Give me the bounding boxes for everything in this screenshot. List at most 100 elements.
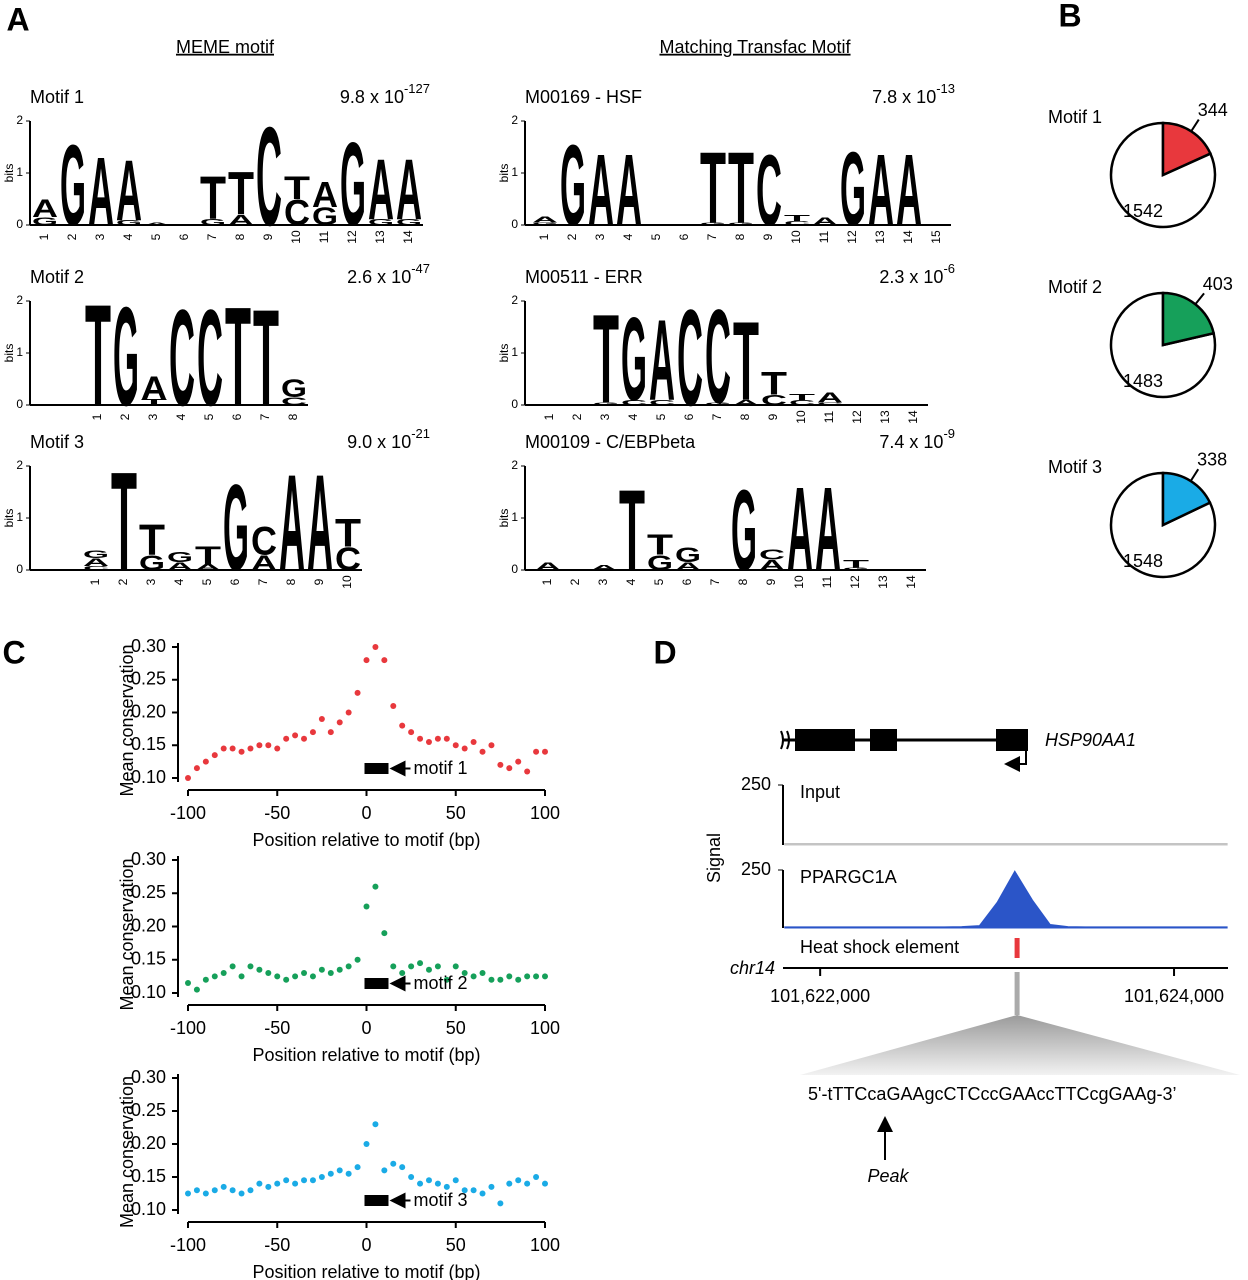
logo-letter: C bbox=[705, 282, 731, 431]
logo-letter: A bbox=[787, 463, 813, 596]
e-value: 7.4 x 10-9 bbox=[879, 426, 955, 451]
y-axis-label: Signal bbox=[704, 833, 724, 883]
point bbox=[229, 1187, 236, 1194]
logo-letter: A bbox=[532, 215, 558, 225]
y-tick-label: 2 bbox=[16, 113, 23, 127]
point bbox=[443, 1183, 450, 1190]
point bbox=[452, 742, 459, 749]
e-value-base: 7.8 x 10 bbox=[872, 87, 936, 107]
y-tick-label: 0 bbox=[511, 217, 518, 231]
point bbox=[488, 742, 495, 749]
logo-letter: G bbox=[621, 293, 647, 426]
y-tick-label: 0.25 bbox=[131, 1100, 166, 1120]
motif-annotation: motif 3 bbox=[414, 1190, 468, 1210]
point bbox=[461, 1187, 468, 1194]
x-tick-label: 6 bbox=[230, 413, 244, 420]
x-tick-label: 4 bbox=[174, 413, 188, 420]
x-tick-label: 101,622,000 bbox=[770, 986, 870, 1006]
logo-letter: T bbox=[228, 159, 254, 228]
leader bbox=[1189, 468, 1200, 482]
y-tick-label: 0.20 bbox=[131, 915, 166, 935]
x-tick-label: 0 bbox=[361, 1018, 371, 1038]
logo-letter: G bbox=[60, 120, 86, 249]
point bbox=[497, 1200, 504, 1207]
e-value: 2.6 x 10-47 bbox=[347, 261, 430, 286]
x-tick-label: -50 bbox=[264, 1235, 290, 1255]
x-tick-label: 5 bbox=[652, 578, 666, 585]
logo-letter: C bbox=[756, 135, 782, 248]
logo-letter: G bbox=[281, 375, 307, 403]
x-tick-label: 8 bbox=[738, 413, 752, 420]
e-value-exponent: -127 bbox=[404, 81, 430, 96]
logo-letter: A bbox=[144, 222, 170, 226]
point bbox=[408, 729, 415, 736]
x-tick-label: 11 bbox=[317, 230, 331, 243]
y-tick-label: 0.15 bbox=[131, 1166, 166, 1186]
x-tick-label: 15 bbox=[929, 230, 943, 244]
point bbox=[434, 735, 441, 742]
x-tick-label: 100 bbox=[530, 803, 560, 823]
logo-letter: C bbox=[621, 399, 647, 407]
point bbox=[193, 986, 200, 993]
x-tick-label: 7 bbox=[256, 578, 270, 585]
x-tick-label: -50 bbox=[264, 803, 290, 823]
logo-letter: T bbox=[139, 516, 165, 564]
point bbox=[506, 973, 513, 980]
logo-letter: A bbox=[195, 562, 221, 572]
y-tick-label: 0.20 bbox=[131, 701, 166, 721]
logo-letter: C bbox=[784, 220, 810, 226]
logo-letter: G bbox=[728, 222, 754, 226]
point bbox=[301, 970, 308, 977]
y-tick-label: 2 bbox=[16, 458, 23, 472]
logo-letter: G bbox=[843, 567, 869, 571]
signal-area bbox=[784, 843, 1228, 846]
logo-letter: A bbox=[307, 447, 333, 600]
logo-letter: T bbox=[784, 213, 810, 223]
point bbox=[283, 735, 290, 742]
y-tick-label: 2 bbox=[511, 293, 518, 307]
e-value: 2.3 x 10-6 bbox=[879, 261, 955, 286]
point bbox=[461, 745, 468, 752]
x-tick-label: 7 bbox=[705, 233, 719, 240]
logo-letter: C bbox=[169, 282, 195, 435]
y-tick-label: 0.15 bbox=[131, 949, 166, 969]
y-axis-label: bits bbox=[497, 164, 511, 183]
y-tick-label: 0.10 bbox=[131, 767, 166, 787]
logo-letter: C bbox=[761, 392, 787, 408]
point bbox=[292, 732, 299, 739]
y-tick-label: 1 bbox=[511, 510, 518, 524]
logo-letter: C bbox=[284, 192, 310, 232]
e-value: 7.8 x 10-13 bbox=[872, 81, 955, 106]
x-tick-label: 7 bbox=[710, 413, 724, 420]
point bbox=[390, 1160, 397, 1167]
rest-label: 1548 bbox=[1123, 551, 1163, 571]
y-tick-label: 2 bbox=[16, 293, 23, 307]
x-tick-label: 50 bbox=[446, 1235, 466, 1255]
x-tick-label: 100 bbox=[530, 1018, 560, 1038]
logo-letter: T bbox=[111, 442, 137, 600]
point bbox=[336, 719, 343, 726]
x-tick-label: 5 bbox=[202, 413, 216, 420]
logo-letter: T bbox=[761, 365, 787, 401]
point bbox=[274, 973, 281, 980]
point bbox=[283, 1177, 290, 1184]
motif-name: Motif 1 bbox=[30, 87, 84, 107]
point bbox=[265, 1183, 272, 1190]
y-tick-label: 0 bbox=[16, 397, 23, 411]
x-tick-label: 6 bbox=[677, 233, 691, 240]
point bbox=[488, 976, 495, 983]
logo-letter: G bbox=[368, 217, 394, 227]
leader bbox=[1190, 119, 1200, 132]
logo-letter: G bbox=[223, 459, 249, 596]
point bbox=[336, 966, 343, 973]
y-tick-label: 0.25 bbox=[131, 669, 166, 689]
x-tick-label: 6 bbox=[680, 578, 694, 585]
point bbox=[452, 963, 459, 970]
e-value-exponent: -6 bbox=[943, 261, 955, 276]
slice-label: 344 bbox=[1198, 100, 1228, 120]
pie-name: Motif 3 bbox=[1048, 457, 1102, 477]
y-tick-label: 0 bbox=[16, 562, 23, 576]
logo-letter: A bbox=[396, 140, 422, 237]
x-tick-label: 5 bbox=[649, 233, 663, 240]
e-value-base: 7.4 x 10 bbox=[879, 432, 943, 452]
